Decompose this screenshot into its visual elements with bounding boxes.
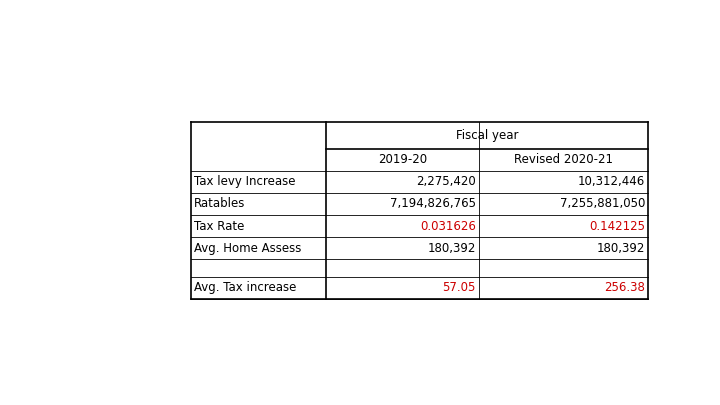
Text: 7,255,881,050: 7,255,881,050 [559,197,645,210]
Text: Revised 2020-21: Revised 2020-21 [514,153,613,166]
Text: 57.05: 57.05 [442,281,476,294]
Text: 180,392: 180,392 [428,242,476,255]
Text: Tax Rate: Tax Rate [194,220,244,232]
Text: 7,194,826,765: 7,194,826,765 [390,197,476,210]
Text: 256.38: 256.38 [604,281,645,294]
Text: 2,275,420: 2,275,420 [416,175,476,188]
Text: 0.031626: 0.031626 [420,220,476,232]
Text: 10,312,446: 10,312,446 [577,175,645,188]
Text: 0.142125: 0.142125 [589,220,645,232]
Text: 2019-20: 2019-20 [378,153,427,166]
Text: Avg. Tax increase: Avg. Tax increase [194,281,296,294]
Text: 180,392: 180,392 [597,242,645,255]
Text: Ratables: Ratables [194,197,246,210]
Text: Avg. Home Assess: Avg. Home Assess [194,242,301,255]
Text: Tax levy Increase: Tax levy Increase [194,175,295,188]
Text: Fiscal year: Fiscal year [456,129,518,142]
